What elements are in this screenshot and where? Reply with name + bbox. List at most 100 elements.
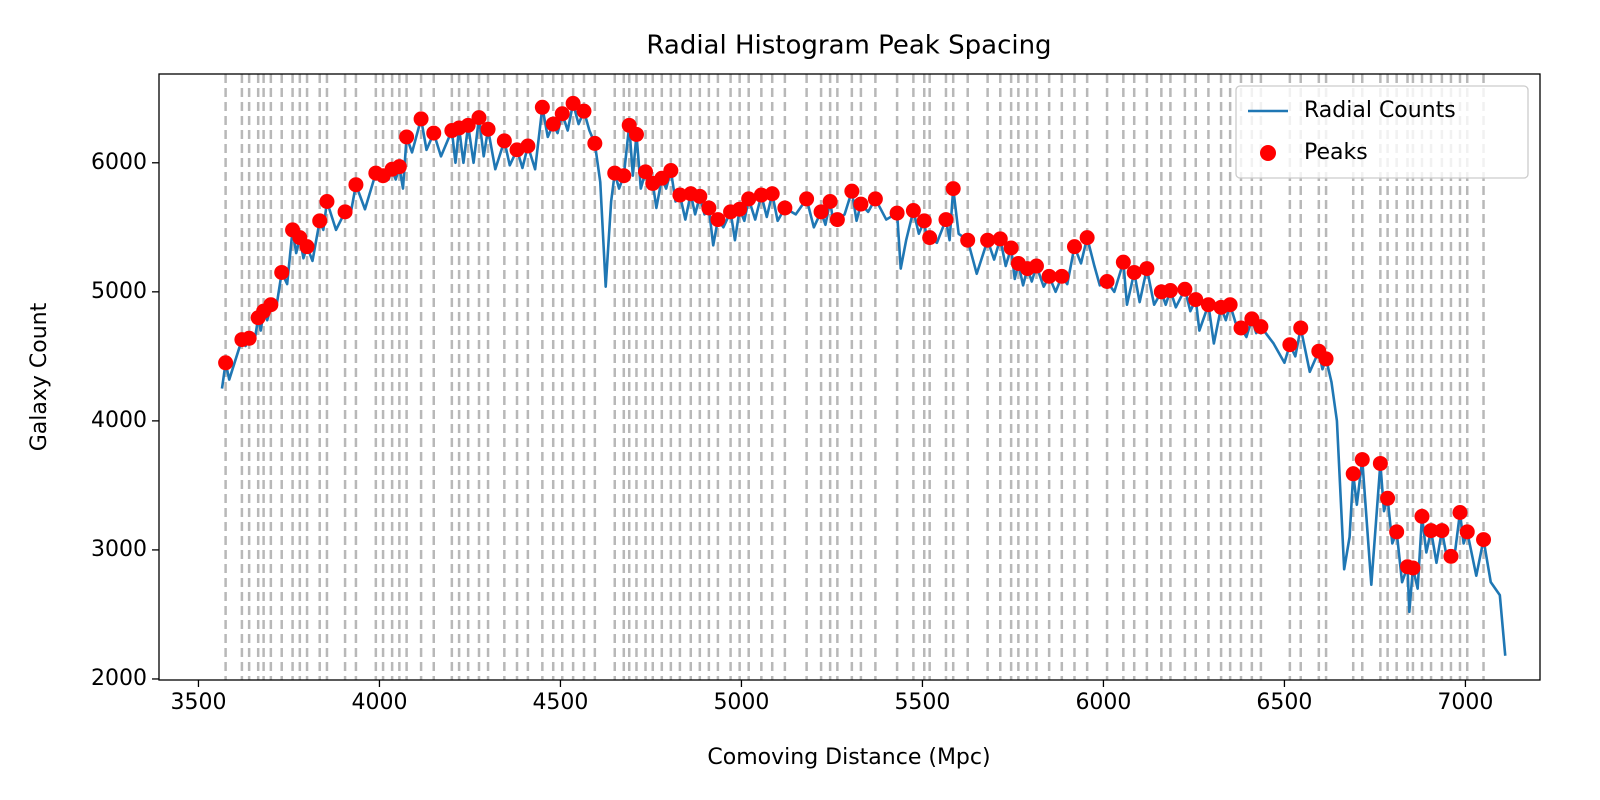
- peak-point: [777, 200, 793, 216]
- peak-point: [638, 164, 654, 180]
- peak-point: [672, 187, 688, 203]
- peak-point: [471, 110, 487, 126]
- peak-point: [1139, 261, 1155, 277]
- peak-point: [922, 230, 938, 246]
- x-tick-label: 6500: [1256, 690, 1312, 715]
- peak-point: [829, 212, 845, 228]
- peak-point: [312, 213, 328, 229]
- legend-marker: [1260, 145, 1276, 161]
- peak-point: [565, 95, 581, 111]
- peak-point: [1434, 523, 1450, 539]
- legend-box: [1235, 85, 1529, 179]
- peak-point: [1318, 351, 1334, 367]
- peak-point: [391, 159, 407, 175]
- peak-point: [1003, 240, 1019, 256]
- peak-point: [480, 121, 496, 137]
- peak-point: [1452, 504, 1468, 520]
- peak-point: [1099, 274, 1115, 290]
- peak-point: [945, 181, 961, 197]
- legend-label: Peaks: [1304, 140, 1368, 165]
- peak-point: [732, 201, 748, 217]
- peak-point: [520, 138, 536, 154]
- peak-point: [905, 203, 921, 219]
- peak-point: [554, 106, 570, 122]
- peak-point: [1389, 524, 1405, 540]
- peak-point: [1188, 292, 1204, 308]
- peak-point: [1459, 524, 1475, 540]
- peak-point: [1293, 320, 1309, 336]
- peak-point: [867, 191, 883, 207]
- peak-point: [413, 111, 429, 127]
- peak-point: [241, 330, 257, 346]
- y-tick-label: 6000: [91, 150, 147, 175]
- peak-point: [1054, 268, 1070, 284]
- peak-point: [701, 200, 717, 216]
- peak-point: [710, 212, 726, 228]
- peak-point: [299, 239, 315, 255]
- peak-point: [663, 163, 679, 179]
- peak-point: [1414, 508, 1430, 524]
- chart-title: Radial Histogram Peak Spacing: [646, 31, 1051, 61]
- peak-point: [960, 232, 976, 248]
- peak-point: [263, 297, 279, 313]
- peak-point: [813, 204, 829, 220]
- peak-point: [460, 117, 476, 133]
- peak-point: [1177, 281, 1193, 297]
- peak-point: [1354, 452, 1370, 468]
- legend: Radial Counts Peaks: [1235, 85, 1529, 179]
- peak-point: [889, 205, 905, 221]
- peak-point: [844, 183, 860, 199]
- peak-point: [1066, 239, 1082, 255]
- peak-point: [764, 186, 780, 202]
- x-axis-label: Comoving Distance (Mpc): [707, 745, 990, 770]
- peak-point: [628, 126, 644, 142]
- peak-point: [753, 187, 769, 203]
- peak-point: [799, 191, 815, 207]
- peak-point: [587, 135, 603, 151]
- peak-point: [1423, 523, 1439, 539]
- peak-point: [741, 191, 757, 207]
- peak-point: [822, 193, 838, 209]
- y-axis-label: Galaxy Count: [27, 302, 52, 451]
- peak-point: [534, 99, 550, 115]
- peak-point: [337, 204, 353, 220]
- x-tick-label: 3500: [170, 690, 226, 715]
- peak-point: [992, 231, 1008, 247]
- peak-point: [1115, 254, 1131, 270]
- peak-point: [1380, 490, 1396, 506]
- peak-point: [1200, 297, 1216, 313]
- peak-point: [692, 188, 708, 204]
- y-tick-label: 2000: [91, 666, 147, 691]
- peak-point: [1041, 268, 1057, 284]
- x-tick-label: 4500: [532, 690, 588, 715]
- peak-point: [1126, 264, 1142, 280]
- peak-point: [319, 193, 335, 209]
- peak-point: [1345, 466, 1361, 482]
- y-tick-label: 4000: [91, 408, 147, 433]
- peak-point: [496, 133, 512, 149]
- peak-point: [1282, 337, 1298, 353]
- x-tick-label: 5000: [713, 690, 769, 715]
- peak-point: [348, 177, 364, 193]
- peak-point: [916, 213, 932, 229]
- peak-point: [274, 264, 290, 280]
- y-tick-label: 5000: [91, 279, 147, 304]
- peak-point: [853, 196, 869, 212]
- peak-point: [1253, 319, 1269, 335]
- peak-point: [980, 232, 996, 248]
- peak-point: [426, 125, 442, 141]
- peak-point: [1222, 297, 1238, 313]
- peak-point: [1079, 230, 1095, 246]
- peak-point: [616, 168, 632, 184]
- x-tick-label: 6000: [1075, 690, 1131, 715]
- plot-frame: [158, 73, 1541, 681]
- peak-point: [1476, 532, 1492, 548]
- peak-point: [399, 129, 415, 145]
- peak-point: [218, 355, 234, 371]
- peak-point: [1162, 283, 1178, 299]
- peak-point: [1233, 320, 1249, 336]
- peak-point: [938, 212, 954, 228]
- peak-point: [1443, 548, 1459, 564]
- peak-point: [1405, 560, 1421, 576]
